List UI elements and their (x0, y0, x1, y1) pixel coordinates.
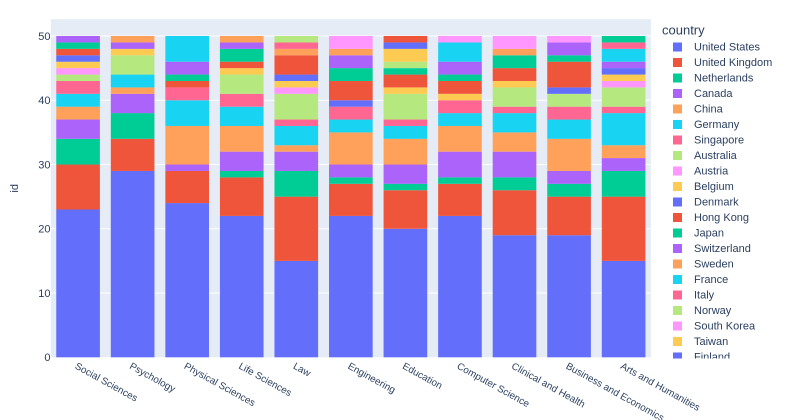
svg-text:0: 0 (44, 352, 50, 364)
svg-text:50: 50 (38, 31, 50, 43)
svg-text:United States: United States (694, 42, 761, 54)
svg-text:Denmark: Denmark (694, 197, 739, 209)
svg-text:10: 10 (38, 288, 50, 300)
svg-text:China: China (694, 104, 724, 116)
svg-text:Singapore: Singapore (694, 135, 744, 147)
svg-text:France: France (694, 274, 728, 286)
svg-text:Norway: Norway (694, 305, 732, 317)
svg-text:country: country (662, 23, 705, 38)
svg-text:30: 30 (38, 159, 50, 171)
svg-text:Japan: Japan (694, 228, 724, 240)
svg-text:Finland: Finland (694, 352, 730, 364)
svg-text:Austria: Austria (694, 166, 729, 178)
svg-text:Switzerland: Switzerland (694, 243, 751, 255)
svg-text:40: 40 (38, 95, 50, 107)
svg-text:Hong Kong: Hong Kong (694, 212, 749, 224)
svg-text:United Kingdom: United Kingdom (694, 57, 772, 69)
svg-text:South Korea: South Korea (694, 321, 756, 333)
svg-text:20: 20 (38, 224, 50, 236)
svg-text:Taiwan: Taiwan (694, 336, 728, 348)
svg-text:Canada: Canada (694, 88, 733, 100)
svg-text:Italy: Italy (694, 290, 715, 302)
svg-text:Sweden: Sweden (694, 259, 734, 271)
svg-text:Australia: Australia (694, 150, 738, 162)
svg-text:Netherlands: Netherlands (694, 73, 754, 85)
svg-text:id: id (9, 184, 21, 193)
svg-text:Germany: Germany (694, 119, 740, 131)
svg-text:Belgium: Belgium (694, 181, 734, 193)
